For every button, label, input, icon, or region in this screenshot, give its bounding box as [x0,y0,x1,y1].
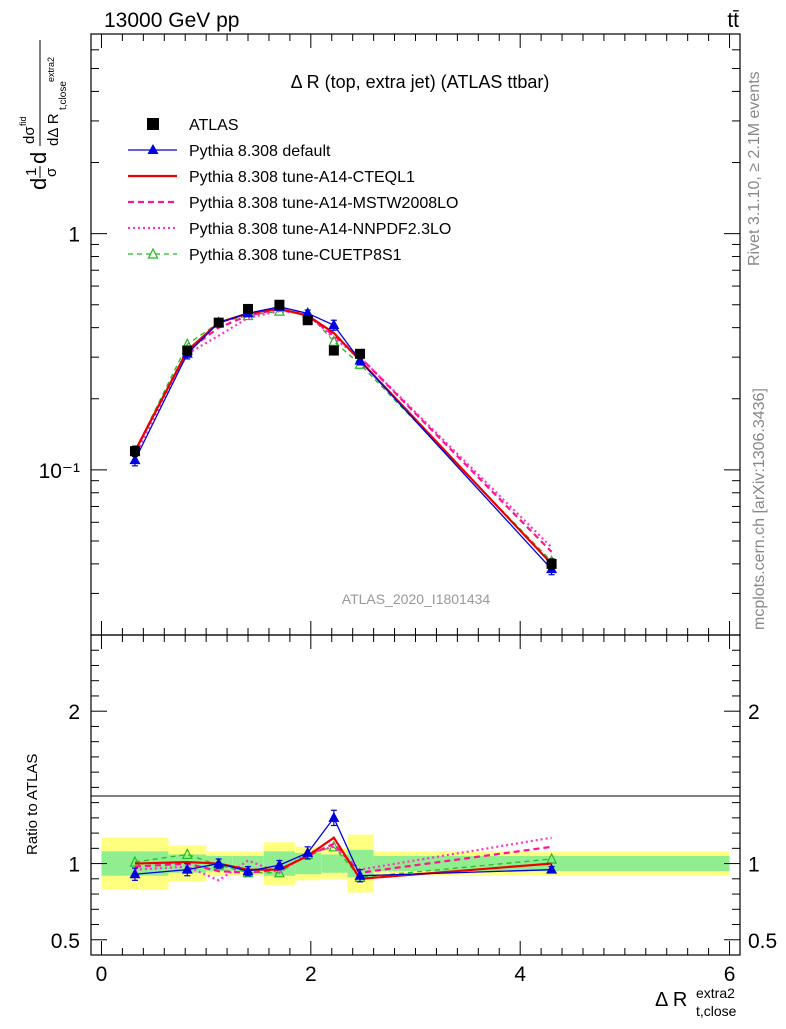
data-point [328,335,340,346]
series-line-nnpdf [133,309,553,549]
data-point [355,348,366,359]
svg-text:t,close: t,close [696,1003,737,1019]
legend-label: Pythia 8.308 tune-A14-CTEQL1 [189,169,415,186]
y-tick-label: 0.5 [51,930,80,953]
y-tick-label: 10⁻¹ [39,460,80,483]
data-point [354,354,366,365]
data-point [213,317,224,328]
data-point [129,446,140,457]
x-axis-label: Δ R extra2 t,close [655,985,737,1019]
svg-text:d: d [26,178,51,190]
axis-ticks: 0 2 4 6 1 10⁻¹ 0.5 0.5 1 1 2 2 [39,33,777,986]
data-point [328,811,340,822]
svg-text:dΔ R: dΔ R [45,113,62,146]
data-point [302,846,314,857]
data-point [129,868,141,879]
rivet-label: Rivet 3.1.10, ≥ 2.1M events [746,71,763,266]
data-point [181,848,193,860]
mcplots-label: mcplots.cern.ch [arXiv:1306.3436] [751,388,768,630]
y-tick-label: 1 [68,224,80,247]
data-point [354,869,366,880]
data-point [273,866,285,878]
main-series-layer [129,299,558,576]
ratio-series-layer [129,809,558,883]
x-tick-label: 6 [724,963,736,986]
series-line-default [134,306,553,570]
series-line-mstw [133,307,553,553]
y-tick-label: 0.5 [748,930,777,953]
legend: ATLAS Pythia 8.308 default Pythia 8.308 tu… [128,117,458,264]
y-tick-label: 2 [68,701,80,724]
main-y-axis-label: d 1 σ d dσ fid dΔ R t,close extra2 [18,40,69,190]
data-point [302,307,314,318]
legend-label: Pythia 8.308 tune-A14-NNPDF2.3LO [189,221,451,238]
legend-marker [147,118,159,130]
x-tick-label: 0 [96,963,108,986]
data-point [213,857,225,868]
data-point [147,144,159,154]
data-point [273,859,285,870]
legend-label: Pythia 8.308 default [189,143,331,160]
svg-text:σ: σ [43,167,60,177]
svg-text:extra2: extra2 [696,985,735,1001]
series-line-cuetp8s1 [134,310,553,562]
data-point [546,863,558,874]
svg-text:1: 1 [23,168,40,176]
svg-text:extra2: extra2 [46,57,56,82]
data-point [328,345,339,356]
ratio-y-axis-label: Ratio to ATLAS [24,754,41,855]
legend-label: Pythia 8.308 tune-A14-MSTW2008LO [189,195,458,212]
data-point [129,454,141,465]
svg-text:t,close: t,close [58,81,69,110]
data-point [242,865,254,876]
data-point [182,345,193,356]
data-point [243,303,254,314]
svg-text:fid: fid [18,116,28,126]
ratio-panel-frame [90,634,741,956]
svg-text:dσ: dσ [21,126,38,144]
process-label: tt̄ [727,9,739,32]
x-tick-label: 2 [305,963,317,986]
data-point [328,319,340,330]
energy-label: 13000 GeV pp [104,9,239,32]
x-tick-label: 4 [514,963,526,986]
y-tick-label: 1 [68,854,80,877]
chart-title: Δ R (top, extra jet) (ATLAS ttbar) [291,72,550,92]
ratio-uncertainty-bands [101,834,730,893]
svg-text:d: d [26,152,51,164]
data-point [546,558,557,569]
y-tick-label: 2 [748,701,760,724]
data-point [274,299,285,310]
data-point [546,852,558,864]
ratio-band-inner [321,854,348,873]
svg-text:Δ R: Δ R [655,989,687,1011]
y-tick-label: 1 [748,854,760,877]
analysis-watermark: ATLAS_2020_I1801434 [342,591,491,607]
legend-label: ATLAS [189,117,239,134]
data-point [302,315,313,326]
data-point [147,247,159,259]
data-point [181,863,193,874]
legend-label: Pythia 8.308 tune-CUETP8S1 [189,247,402,264]
